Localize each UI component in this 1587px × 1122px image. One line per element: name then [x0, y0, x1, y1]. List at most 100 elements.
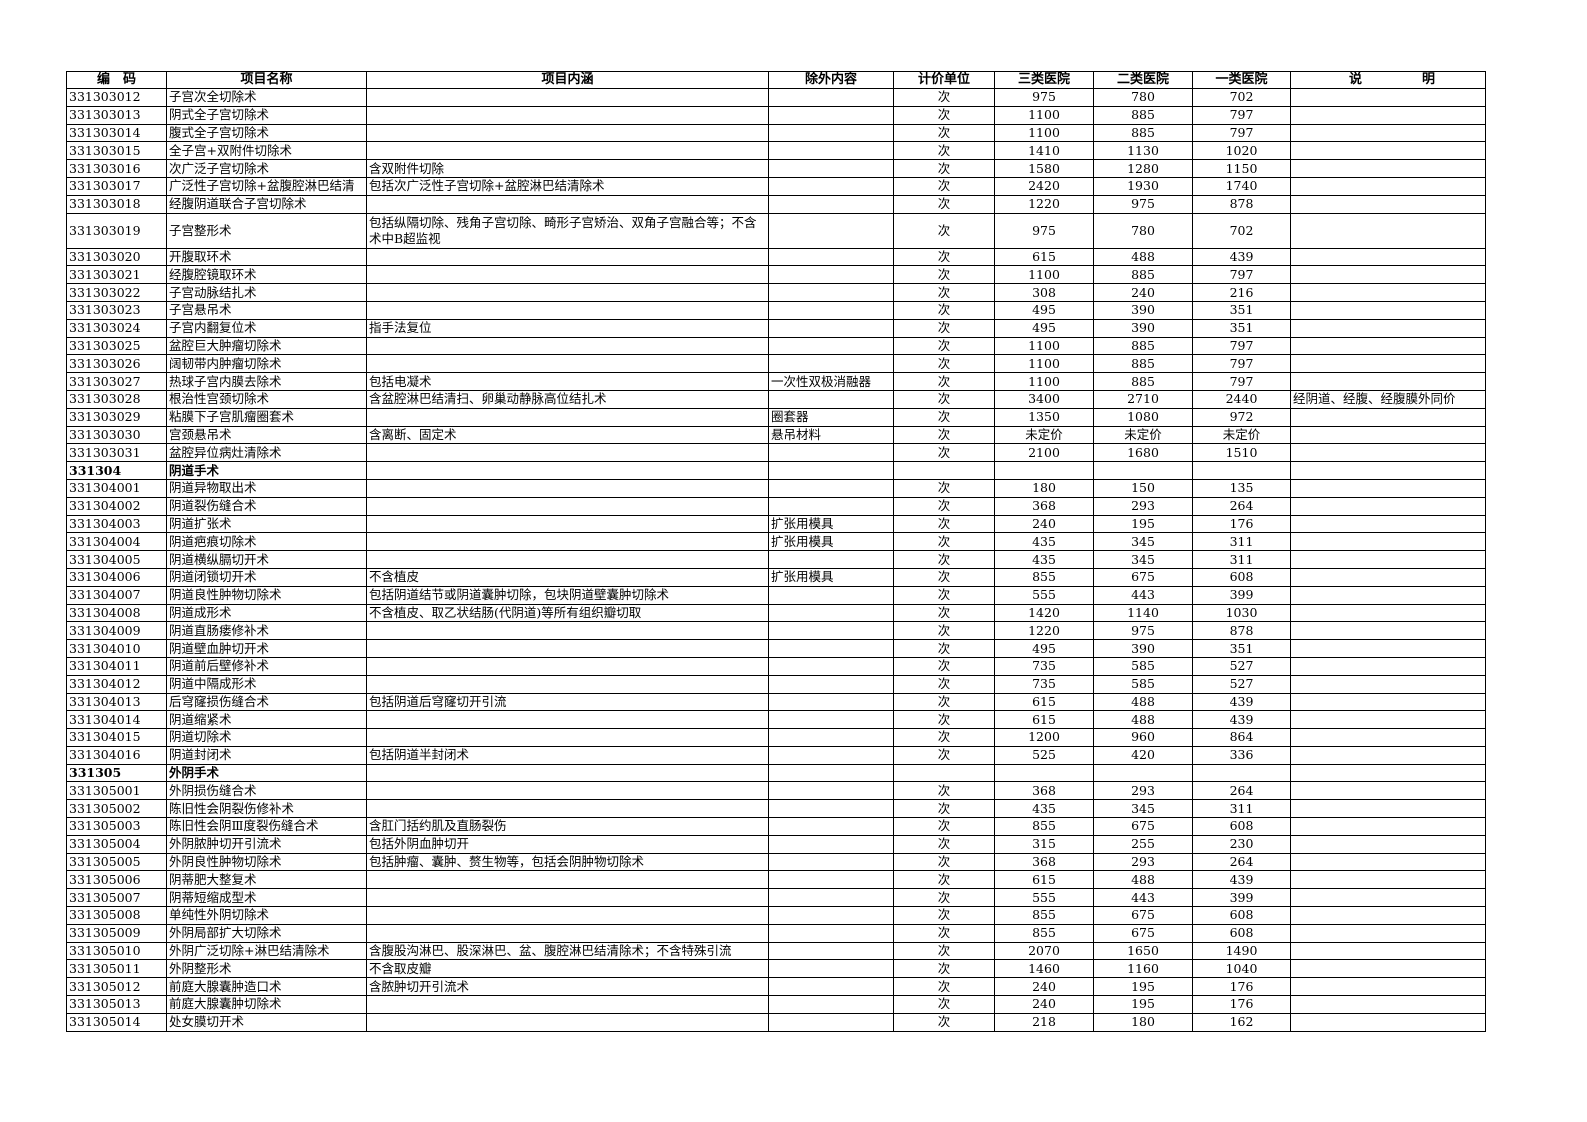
cell-class2-price: 488	[1093, 692, 1193, 712]
cell-unit: 次	[893, 585, 995, 605]
table-row: 331303022 子宫动脉结扎术 次 308 240 216	[66, 283, 1486, 302]
cell-name: 子宫内翻复位术	[166, 318, 367, 338]
cell-content	[366, 763, 769, 783]
cell-class3-price: 1420	[994, 603, 1094, 623]
cell-name: 全子宫+双附件切除术	[166, 141, 367, 161]
cell-class2-price: 293	[1093, 781, 1193, 801]
cell-unit: 次	[893, 817, 995, 836]
cell-code: 331305006	[66, 870, 167, 890]
table-row: 331305003 陈旧性会阴Ⅲ度裂伤缝合术 含肛门括约肌及直肠裂伤 次 855 675 6…	[66, 817, 1486, 836]
cell-name: 开腹取环术	[166, 247, 367, 267]
cell-name: 子宫次全切除术	[166, 88, 367, 107]
cell-class1-price: 311	[1192, 799, 1291, 819]
cell-class2-price: 180	[1093, 1012, 1193, 1032]
cell-class3-price	[994, 461, 1094, 480]
cell-excluded	[768, 674, 894, 694]
cell-class3-price: 975	[994, 212, 1094, 249]
cell-class1-price: 311	[1192, 532, 1291, 552]
cell-code: 331303029	[66, 407, 167, 427]
cell-note	[1290, 336, 1486, 356]
cell-name: 外阴整形术	[166, 959, 367, 979]
cell-class3-price: 1100	[994, 265, 1094, 285]
table-row: 331304003 阴道扩张术 扩张用模具次 240 195 176	[66, 514, 1486, 534]
cell-note	[1290, 995, 1486, 1014]
cell-note	[1290, 834, 1486, 854]
cell-content	[366, 496, 769, 516]
cell-code: 331303023	[66, 300, 167, 320]
cell-class3-price: 555	[994, 888, 1094, 908]
cell-excluded	[768, 656, 894, 676]
header-content: 项目内涵	[366, 71, 769, 89]
cell-code: 331304013	[66, 692, 167, 712]
cell-unit: 次	[893, 283, 995, 302]
cell-class1-price: 1740	[1192, 176, 1291, 196]
cell-name: 阴道良性肿物切除术	[166, 585, 367, 605]
cell-class3-price: 495	[994, 639, 1094, 658]
cell-excluded	[768, 923, 894, 943]
cell-note	[1290, 710, 1486, 730]
cell-name: 陈旧性会阴Ⅲ度裂伤缝合术	[166, 817, 367, 836]
cell-excluded	[768, 265, 894, 285]
cell-code: 331305	[66, 763, 167, 783]
cell-class2-price: 390	[1093, 300, 1193, 320]
cell-unit: 次	[893, 425, 995, 445]
cell-note	[1290, 496, 1486, 516]
cell-content	[366, 141, 769, 161]
cell-class3-price: 615	[994, 692, 1094, 712]
cell-excluded	[768, 585, 894, 605]
cell-name: 阴道缩紧术	[166, 710, 367, 730]
cell-code: 331305008	[66, 906, 167, 925]
cell-note	[1290, 603, 1486, 623]
cell-excluded	[768, 870, 894, 890]
table-row: 331303012 子宫次全切除术 次 975 780 702	[66, 88, 1486, 107]
cell-class1-price: 702	[1192, 212, 1291, 249]
cell-unit: 次	[893, 141, 995, 161]
cell-unit: 次	[893, 372, 995, 391]
table-row: 331304008 阴道成形术 不含植皮、取乙状结肠(代阴道)等所有组织瓣切取 次 14…	[66, 603, 1486, 623]
cell-unit: 次	[893, 959, 995, 979]
cell-class2-price: 255	[1093, 834, 1193, 854]
cell-code: 331304007	[66, 585, 167, 605]
cell-unit: 次	[893, 906, 995, 925]
cell-excluded	[768, 834, 894, 854]
cell-unit: 次	[893, 834, 995, 854]
cell-code: 331305011	[66, 959, 167, 979]
cell-name: 热球子宫内膜去除术	[166, 372, 367, 391]
cell-content	[366, 995, 769, 1014]
header-class3: 三类医院	[994, 71, 1094, 89]
cell-class2-price: 未定价	[1093, 425, 1193, 445]
cell-class1-price: 439	[1192, 247, 1291, 267]
cell-name: 阴道壁血肿切开术	[166, 639, 367, 658]
cell-class1-price: 608	[1192, 817, 1291, 836]
cell-class1-price: 216	[1192, 283, 1291, 302]
cell-code: 331303025	[66, 336, 167, 356]
cell-class2-price: 585	[1093, 674, 1193, 694]
cell-class2-price: 1650	[1093, 941, 1193, 961]
table-row: 331304005 阴道横纵膈切开术 次 435 345 311	[66, 550, 1486, 569]
table-row: 331303031 盆腔异位病灶清除术 次 2100 1680 1510	[66, 443, 1486, 463]
cell-note	[1290, 799, 1486, 819]
table-row: 331303018 经腹阴道联合子宫切除术 次 1220 975 878	[66, 194, 1486, 214]
cell-unit: 次	[893, 870, 995, 890]
cell-note: 经阴道、经腹、经腹膜外同价	[1290, 389, 1486, 409]
cell-code: 331305007	[66, 888, 167, 908]
cell-class1-price: 797	[1192, 372, 1291, 391]
cell-class1-price: 972	[1192, 407, 1291, 427]
cell-class3-price: 2070	[994, 941, 1094, 961]
cell-content: 不含植皮	[366, 567, 769, 587]
cell-class3-price: 308	[994, 283, 1094, 302]
cell-content: 含腹股沟淋巴、股深淋巴、盆、腹腔淋巴结清除术；不含特殊引流	[366, 941, 769, 961]
cell-excluded	[768, 852, 894, 872]
table-row: 331305004 外阴脓肿切开引流术 包括外阴血肿切开 次 315 255 230	[66, 834, 1486, 854]
cell-class1-price: 608	[1192, 567, 1291, 587]
cell-code: 331305009	[66, 923, 167, 943]
cell-class2-price: 2710	[1093, 389, 1193, 409]
cell-class3-price: 495	[994, 318, 1094, 338]
cell-class2-price: 675	[1093, 817, 1193, 836]
cell-class3-price	[994, 763, 1094, 783]
table-row: 331304011 阴道前后壁修补术 次 735 585 527	[66, 656, 1486, 676]
table-row: 331304015 阴道切除术 次 1200 960 864	[66, 728, 1486, 747]
cell-class3-price: 855	[994, 817, 1094, 836]
cell-class2-price: 443	[1093, 888, 1193, 908]
cell-class2-price: 195	[1093, 514, 1193, 534]
